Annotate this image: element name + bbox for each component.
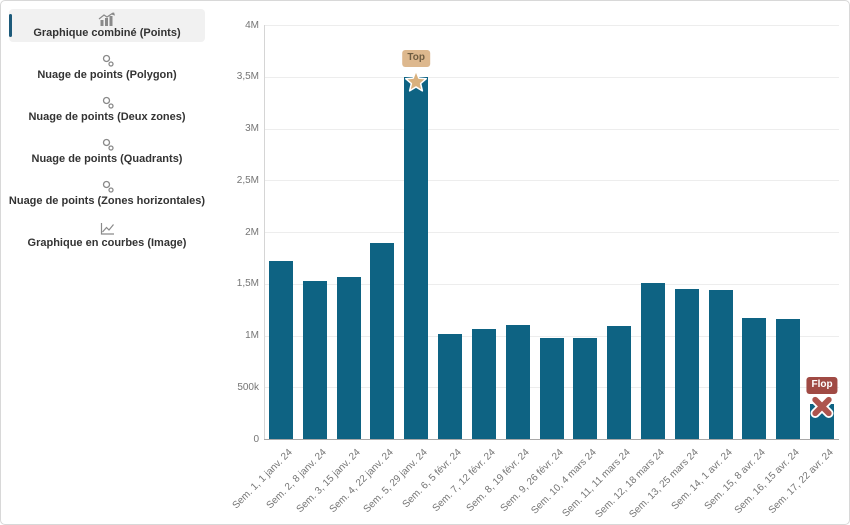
y-axis-label: 0 (253, 433, 259, 445)
bar[interactable] (776, 318, 801, 439)
sidebar: Graphique combiné (Points) Nuage de poin… (9, 9, 205, 261)
top-badge: Top (402, 49, 430, 67)
sidebar-item-label: Nuage de points (Polygon) (37, 69, 177, 81)
sidebar-item-nuage-deux-zones[interactable]: Nuage de points (Deux zones) (9, 93, 205, 126)
y-gridline (264, 232, 839, 233)
bar[interactable] (573, 337, 598, 439)
y-gridline (264, 76, 839, 78)
scatter-icon (100, 180, 115, 194)
line-chart-icon (99, 222, 115, 236)
y-gridline (264, 335, 839, 337)
y-axis-label: 3,5M (236, 71, 259, 83)
y-axis-label: 4M (245, 19, 259, 31)
y-gridline (264, 180, 839, 182)
sidebar-item-label: Nuage de points (Quadrants) (31, 153, 183, 165)
y-axis-line (264, 25, 265, 439)
y-axis-label: 1M (245, 330, 259, 341)
sidebar-item-nuage-polygon[interactable]: Nuage de points (Polygon) (9, 51, 205, 84)
bar[interactable] (336, 276, 361, 439)
sidebar-item-label: Nuage de points (Zones horizontales) (8, 195, 206, 207)
bar[interactable] (742, 317, 767, 439)
bar[interactable] (438, 334, 463, 439)
bar[interactable] (505, 325, 530, 439)
scatter-icon (100, 138, 115, 152)
bar[interactable] (607, 326, 632, 439)
sidebar-item-nuage-quadrants[interactable]: Nuage de points (Quadrants) (9, 135, 205, 168)
y-axis-label: 2,5M (236, 174, 259, 186)
bar[interactable] (640, 282, 665, 439)
bar[interactable] (471, 329, 496, 439)
bar[interactable] (674, 288, 699, 439)
y-axis-label: 2M (245, 226, 259, 238)
bar[interactable] (708, 289, 733, 439)
bar[interactable] (404, 76, 429, 439)
y-gridline (264, 283, 839, 285)
bar[interactable] (539, 337, 564, 439)
bar[interactable] (302, 280, 327, 439)
y-axis-label: 1,5M (236, 278, 259, 290)
y-axis-label: 3M (245, 123, 259, 134)
sidebar-item-label: Graphique en courbes (Image) (27, 237, 187, 249)
y-gridline (264, 128, 839, 130)
flop-badge: Flop (806, 376, 838, 394)
flop-cross-icon (810, 394, 834, 418)
bar[interactable] (370, 243, 395, 439)
sidebar-item-graphique-courbes-image[interactable]: Graphique en courbes (Image) (9, 219, 205, 252)
sidebar-item-graphique-combine-points[interactable]: Graphique combiné (Points) (9, 9, 205, 42)
top-star-icon (403, 68, 429, 94)
y-gridline (264, 25, 839, 26)
scatter-icon (100, 96, 115, 110)
scatter-icon (100, 54, 115, 68)
sidebar-item-label: Nuage de points (Deux zones) (28, 111, 186, 123)
selected-indicator (9, 14, 12, 37)
y-axis-label: 500k (237, 381, 259, 393)
combined-chart-icon (98, 12, 116, 26)
x-axis-line (264, 439, 839, 440)
sidebar-item-label: Graphique combiné (Points) (33, 27, 181, 39)
sidebar-item-nuage-zones-horizontales[interactable]: Nuage de points (Zones horizontales) (9, 177, 205, 210)
bar[interactable] (268, 260, 293, 439)
